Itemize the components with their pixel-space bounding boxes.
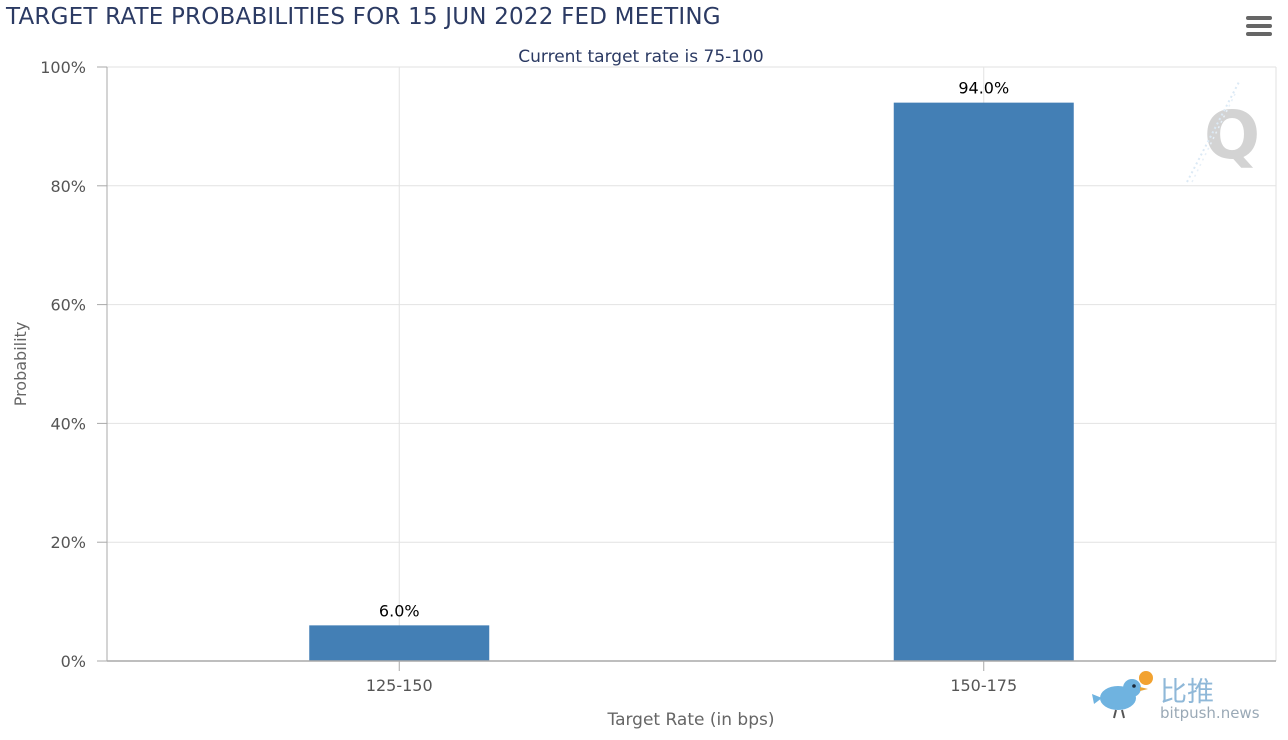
bird-logo-icon <box>1092 671 1153 719</box>
y-tick-label: 100% <box>40 58 86 77</box>
x-tick-label: 150-175 <box>950 676 1017 695</box>
data-label: 6.0% <box>379 601 420 620</box>
y-tick-label: 0% <box>61 652 86 671</box>
grid-lines <box>107 66 1277 661</box>
x-axis-label: Target Rate (in bps) <box>607 710 775 730</box>
bar-125-150[interactable] <box>309 625 490 661</box>
bitpush-cn-text: 比推 <box>1160 677 1214 708</box>
y-axis-label: Probability <box>11 322 30 407</box>
bitpush-en-text: bitpush.news <box>1160 704 1260 722</box>
q-logo-watermark: Q <box>1186 79 1260 183</box>
chart-subtitle: Current target rate is 75-100 <box>518 47 763 67</box>
x-tick-label: 125-150 <box>366 676 433 695</box>
data-label: 94.0% <box>958 79 1009 98</box>
y-tick-label: 20% <box>50 533 86 552</box>
bitpush-watermark: 比推 bitpush.news <box>1088 668 1278 728</box>
chart-title: TARGET RATE PROBABILITIES FOR 15 JUN 202… <box>6 4 721 30</box>
bars-group: 6.0% 94.0% <box>309 79 1074 661</box>
bar-150-175[interactable] <box>893 102 1074 661</box>
y-tick-label: 60% <box>50 296 86 315</box>
y-tick-label: 40% <box>50 414 86 433</box>
hamburger-menu-icon[interactable] <box>1246 16 1272 38</box>
axes-group: 0% 20% 40% 60% 80% 100% 125-150 150-175 <box>40 58 1276 695</box>
q-logo-text: Q <box>1204 97 1260 174</box>
y-tick-label: 80% <box>50 177 86 196</box>
